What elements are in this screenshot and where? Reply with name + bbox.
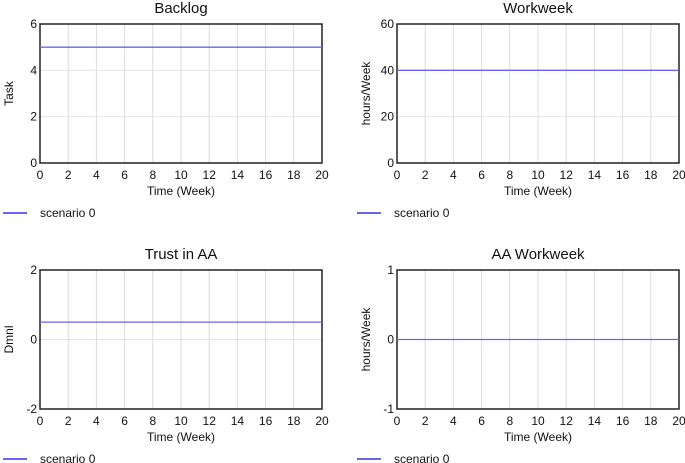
y-axis-label: hours/Week <box>359 61 373 126</box>
x-tick-label: 4 <box>93 168 100 182</box>
legend-label: scenario 0 <box>40 452 96 463</box>
x-tick-label: 16 <box>616 168 630 182</box>
y-tick-label: 1 <box>387 263 394 277</box>
x-tick-label: 12 <box>560 168 574 182</box>
x-tick-label: 0 <box>37 414 44 428</box>
x-tick-label: 20 <box>315 168 329 182</box>
y-tick-label: -1 <box>383 402 394 416</box>
chart-title: Backlog <box>154 0 207 17</box>
x-tick-label: 14 <box>231 168 245 182</box>
x-tick-label: 14 <box>588 414 602 428</box>
x-tick-label: 16 <box>616 414 630 428</box>
x-tick-label: 10 <box>531 168 545 182</box>
x-tick-label: 12 <box>203 168 217 182</box>
y-axis-label: Task <box>2 80 16 106</box>
y-tick-label: 0 <box>30 156 37 170</box>
x-tick-label: 6 <box>121 168 128 182</box>
x-tick-label: 10 <box>531 414 545 428</box>
y-tick-label: 2 <box>30 263 37 277</box>
x-axis-label: Time (Week) <box>504 184 572 198</box>
plot-frame <box>39 269 323 410</box>
x-tick-label: 2 <box>422 168 429 182</box>
x-tick-label: 20 <box>672 414 685 428</box>
x-tick-label: 0 <box>394 414 401 428</box>
plot-frame <box>39 23 323 164</box>
x-tick-label: 2 <box>65 414 72 428</box>
y-tick-label: 0 <box>30 333 37 347</box>
x-tick-label: 12 <box>203 414 217 428</box>
legend-label: scenario 0 <box>394 452 450 463</box>
y-tick-label: 0 <box>387 333 394 347</box>
x-tick-label: 16 <box>259 168 273 182</box>
x-tick-label: 18 <box>644 414 658 428</box>
y-axis-label: hours/Week <box>359 307 373 372</box>
x-axis-label: Time (Week) <box>147 184 215 198</box>
x-tick-label: 18 <box>644 168 658 182</box>
x-tick-label: 8 <box>506 414 513 428</box>
x-tick-label: 20 <box>315 414 329 428</box>
x-tick-label: 14 <box>588 168 602 182</box>
chart-workweek: 0 2 4 6 8 10 12 14 16 18 20 0 20 40 60 scenario 0 Workwe… <box>357 0 685 220</box>
chart-title: AA Workweek <box>491 246 585 263</box>
x-tick-label: 0 <box>394 168 401 182</box>
y-tick-label: 0 <box>387 156 394 170</box>
x-tick-label: 16 <box>259 414 273 428</box>
plot-frame <box>396 23 680 164</box>
x-axis-label: Time (Week) <box>147 430 215 444</box>
y-tick-label: 2 <box>30 110 37 124</box>
x-tick-label: 20 <box>672 168 685 182</box>
x-tick-label: 8 <box>149 168 156 182</box>
y-tick-label: 20 <box>381 110 395 124</box>
x-tick-label: 8 <box>506 168 513 182</box>
legend-label: scenario 0 <box>40 206 96 220</box>
x-tick-label: 6 <box>478 414 485 428</box>
x-tick-label: 4 <box>450 168 457 182</box>
x-tick-label: 14 <box>231 414 245 428</box>
x-tick-label: 18 <box>287 168 301 182</box>
y-tick-label: 6 <box>30 17 37 31</box>
x-tick-label: 6 <box>121 414 128 428</box>
chart-backlog: 0 2 4 6 8 10 12 14 16 18 20 0 2 4 6 scenario 0 Backlog Ti… <box>2 0 329 220</box>
x-tick-label: 8 <box>149 414 156 428</box>
chart-title: Workweek <box>503 0 573 17</box>
y-tick-label: 60 <box>381 17 395 31</box>
x-axis-label: Time (Week) <box>504 430 572 444</box>
y-axis-label: Dmnl <box>2 325 16 353</box>
y-tick-label: 4 <box>30 63 37 77</box>
y-tick-label: 40 <box>381 63 395 77</box>
x-tick-label: 4 <box>93 414 100 428</box>
x-tick-label: 10 <box>174 414 188 428</box>
x-tick-label: 10 <box>174 168 188 182</box>
legend-label: scenario 0 <box>394 206 450 220</box>
x-tick-label: 4 <box>450 414 457 428</box>
x-tick-label: 0 <box>37 168 44 182</box>
x-tick-label: 18 <box>287 414 301 428</box>
x-tick-label: 2 <box>65 168 72 182</box>
x-tick-label: 12 <box>560 414 574 428</box>
x-tick-label: 2 <box>422 414 429 428</box>
x-tick-label: 6 <box>478 168 485 182</box>
chart-title: Trust in AA <box>145 246 218 263</box>
y-tick-label: -2 <box>26 402 37 416</box>
